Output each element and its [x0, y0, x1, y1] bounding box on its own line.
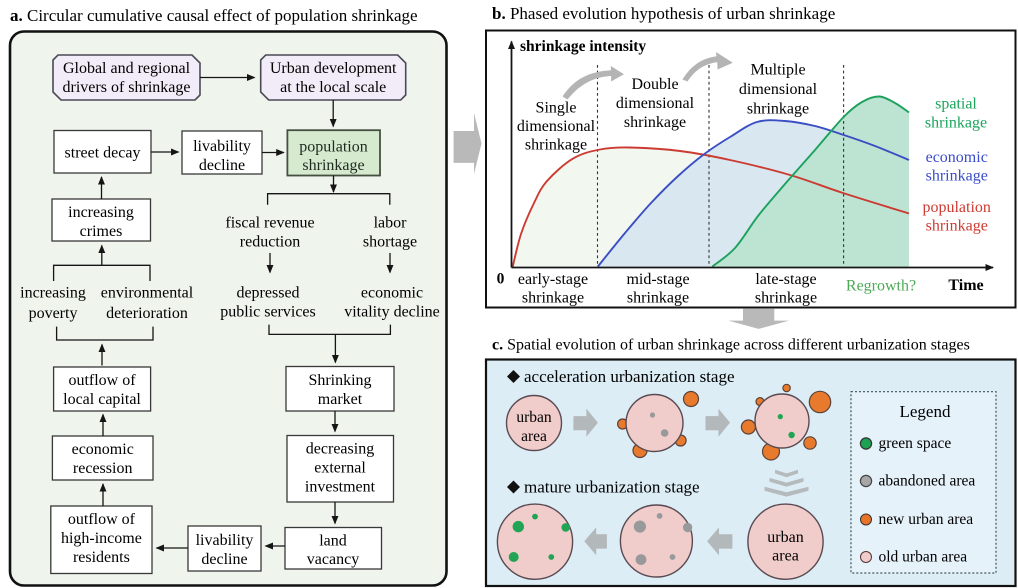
- svg-text:increasing: increasing: [68, 204, 134, 221]
- svg-text:acceleration urbanization stag: acceleration urbanization stage: [524, 367, 735, 386]
- svg-text:shrinkage: shrinkage: [755, 289, 817, 306]
- svg-text:at the local scale: at the local scale: [280, 79, 386, 96]
- svg-text:early-stage: early-stage: [518, 271, 588, 288]
- svg-text:shrinkage: shrinkage: [926, 168, 988, 185]
- svg-text:area: area: [772, 548, 799, 565]
- svg-text:dimensional: dimensional: [517, 118, 596, 135]
- svg-text:dimensional: dimensional: [739, 81, 818, 98]
- svg-text:public services: public services: [220, 304, 316, 321]
- svg-text:urban: urban: [516, 409, 552, 426]
- svg-text:environmental: environmental: [101, 285, 194, 302]
- svg-text:Regrowth?: Regrowth?: [846, 278, 916, 295]
- svg-text:fiscal revenue: fiscal revenue: [225, 215, 314, 232]
- svg-text:recession: recession: [73, 460, 133, 477]
- svg-text:decline: decline: [199, 157, 245, 174]
- svg-text:Legend: Legend: [900, 402, 951, 421]
- svg-text:outflow of: outflow of: [68, 372, 136, 389]
- svg-text:economic: economic: [72, 441, 134, 458]
- svg-text:outflow of: outflow of: [68, 511, 136, 528]
- svg-text:deterioration: deterioration: [106, 305, 188, 322]
- svg-text:late-stage: late-stage: [755, 271, 816, 288]
- svg-text:high-income: high-income: [61, 530, 142, 547]
- svg-text:shrinkage: shrinkage: [302, 157, 364, 174]
- svg-text:residents: residents: [73, 549, 130, 566]
- svg-text:labor: labor: [374, 215, 408, 232]
- svg-text:population: population: [922, 199, 990, 216]
- svg-text:b. Phased evolution hypothesis: b. Phased evolution hypothesis of urban …: [492, 4, 835, 23]
- svg-text:c. Spatial evolution of urban: c. Spatial evolution of urban shrinkage …: [492, 337, 970, 354]
- svg-text:local capital: local capital: [63, 391, 141, 408]
- svg-text:poverty: poverty: [29, 305, 78, 322]
- svg-text:0: 0: [497, 271, 505, 288]
- svg-text:shrinkage: shrinkage: [747, 101, 809, 118]
- svg-text:shrinkage: shrinkage: [925, 115, 987, 132]
- svg-text:market: market: [318, 391, 363, 408]
- svg-text:urban: urban: [767, 529, 803, 546]
- svg-text:vacancy: vacancy: [307, 551, 359, 568]
- svg-text:decline: decline: [201, 551, 247, 568]
- svg-text:mature urbanization stage: mature urbanization stage: [524, 478, 700, 497]
- svg-text:shrinkage: shrinkage: [522, 289, 584, 306]
- svg-text:old urban area: old urban area: [879, 549, 968, 566]
- svg-text:shrinkage intensity: shrinkage intensity: [520, 38, 646, 55]
- svg-text:livability: livability: [193, 138, 251, 155]
- svg-text:Time: Time: [948, 277, 983, 294]
- svg-text:dimensional: dimensional: [616, 95, 695, 112]
- svg-text:livability: livability: [196, 532, 254, 549]
- svg-text:new urban area: new urban area: [879, 511, 974, 528]
- svg-text:Shrinking: Shrinking: [308, 372, 371, 389]
- svg-text:Double: Double: [631, 76, 678, 93]
- svg-text:vitality decline: vitality decline: [344, 304, 440, 321]
- svg-text:population: population: [299, 139, 367, 156]
- svg-text:decreasing: decreasing: [306, 441, 374, 458]
- svg-text:street decay: street decay: [65, 145, 141, 162]
- svg-text:shortage: shortage: [363, 234, 417, 251]
- svg-text:economic: economic: [926, 149, 988, 166]
- svg-text:investment: investment: [305, 479, 376, 496]
- svg-text:increasing: increasing: [20, 285, 86, 302]
- svg-text:land: land: [319, 533, 347, 550]
- svg-text:crimes: crimes: [80, 223, 123, 240]
- svg-text:shrinkage: shrinkage: [627, 289, 689, 306]
- svg-text:shrinkage: shrinkage: [926, 218, 988, 235]
- svg-text:external: external: [314, 460, 366, 477]
- svg-text:depressed: depressed: [236, 285, 299, 302]
- svg-text:abandoned area: abandoned area: [879, 473, 976, 490]
- svg-text:Urban development: Urban development: [270, 60, 397, 77]
- svg-text:shrinkage: shrinkage: [624, 114, 686, 131]
- svg-text:Global and regional: Global and regional: [63, 60, 191, 77]
- svg-text:a. Circular cumulative causal: a. Circular cumulative causal effect of …: [10, 6, 418, 25]
- svg-text:economic: economic: [361, 285, 423, 302]
- svg-text:green space: green space: [879, 435, 952, 452]
- svg-text:shrinkage: shrinkage: [525, 137, 587, 154]
- svg-text:Single: Single: [536, 100, 577, 117]
- svg-text:reduction: reduction: [240, 234, 300, 251]
- svg-text:spatial: spatial: [935, 96, 977, 113]
- svg-text:mid-stage: mid-stage: [626, 271, 689, 288]
- svg-text:area: area: [521, 428, 547, 445]
- svg-text:Multiple: Multiple: [750, 62, 805, 79]
- svg-text:drivers of shrinkage: drivers of shrinkage: [63, 79, 191, 96]
